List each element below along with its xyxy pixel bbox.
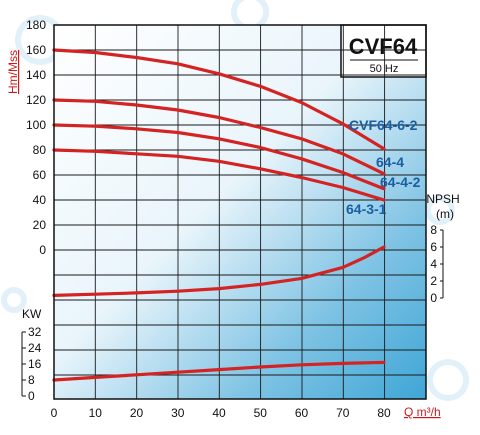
x-tick-label: 20 — [130, 406, 144, 420]
head-curve-1 — [52, 48, 386, 151]
npsh-tick-label: 0 — [430, 291, 437, 305]
kw-tick-label: 24 — [28, 341, 42, 355]
head-tick-label: 60 — [33, 168, 47, 182]
x-tick-label: 30 — [171, 406, 185, 420]
curves — [52, 48, 386, 382]
head-tick-label: 80 — [33, 143, 47, 157]
npsh-axis-label-1: NPSH — [426, 192, 459, 206]
series-label: 64-3-1 — [346, 201, 387, 217]
head-tick-label: 140 — [26, 68, 46, 82]
x-tick-label: 80 — [377, 406, 391, 420]
kw-tick-label: 0 — [28, 389, 35, 403]
chart-subtitle: 50 Hz — [370, 63, 399, 75]
chart-title: CVF64 — [349, 34, 418, 59]
y-axis-label: Hm/Mss — [6, 50, 20, 94]
head-axis-ticks: 0 20 40 60 80 100 120 140 160 180 — [26, 18, 46, 257]
npsh-curve — [52, 245, 386, 297]
head-curve-4 — [52, 148, 386, 202]
kw-tick-label: 16 — [28, 357, 42, 371]
head-tick-label: 160 — [26, 43, 46, 57]
power-curve — [52, 360, 386, 382]
npsh-tick-label: 6 — [430, 240, 437, 254]
head-tick-label: 120 — [26, 93, 46, 107]
kw-tick-label: 32 — [28, 325, 42, 339]
title-box: CVF64 50 Hz — [340, 24, 427, 78]
series-label: 64-4 — [376, 154, 404, 170]
head-tick-label: 100 — [26, 118, 46, 132]
x-tick-label: 50 — [254, 406, 268, 420]
series-labels: CVF64-6-2 64-4 64-4-2 64-3-1 — [346, 117, 421, 217]
kw-axis-label: KW — [22, 307, 42, 321]
x-axis-label: Q m³/h — [404, 405, 441, 419]
kw-axis: 0 8 16 24 32 — [21, 325, 42, 403]
npsh-axis-label-2: (m) — [436, 207, 454, 221]
npsh-tick-label: 4 — [430, 257, 437, 271]
kw-tick-label: 8 — [28, 373, 35, 387]
x-tick-label: 10 — [89, 406, 103, 420]
head-tick-label: 0 — [39, 243, 46, 257]
x-axis-ticks: 0 10 20 30 40 50 60 70 80 — [51, 406, 391, 420]
head-curve-3 — [52, 123, 386, 191]
x-tick-label: 60 — [295, 406, 309, 420]
series-label: CVF64-6-2 — [349, 117, 418, 133]
series-label: 64-4-2 — [380, 174, 421, 190]
x-tick-label: 40 — [212, 406, 226, 420]
head-tick-label: 20 — [33, 218, 47, 232]
head-curve-2 — [52, 98, 386, 176]
head-tick-label: 180 — [26, 18, 46, 32]
npsh-axis: 0 2 4 6 8 — [430, 223, 444, 305]
head-tick-label: 40 — [33, 193, 47, 207]
plot-area — [54, 25, 426, 399]
npsh-tick-label: 8 — [430, 223, 437, 237]
npsh-tick-label: 2 — [430, 274, 437, 288]
plot-border — [53, 24, 427, 400]
x-tick-label: 0 — [51, 406, 58, 420]
x-tick-label: 70 — [336, 406, 350, 420]
